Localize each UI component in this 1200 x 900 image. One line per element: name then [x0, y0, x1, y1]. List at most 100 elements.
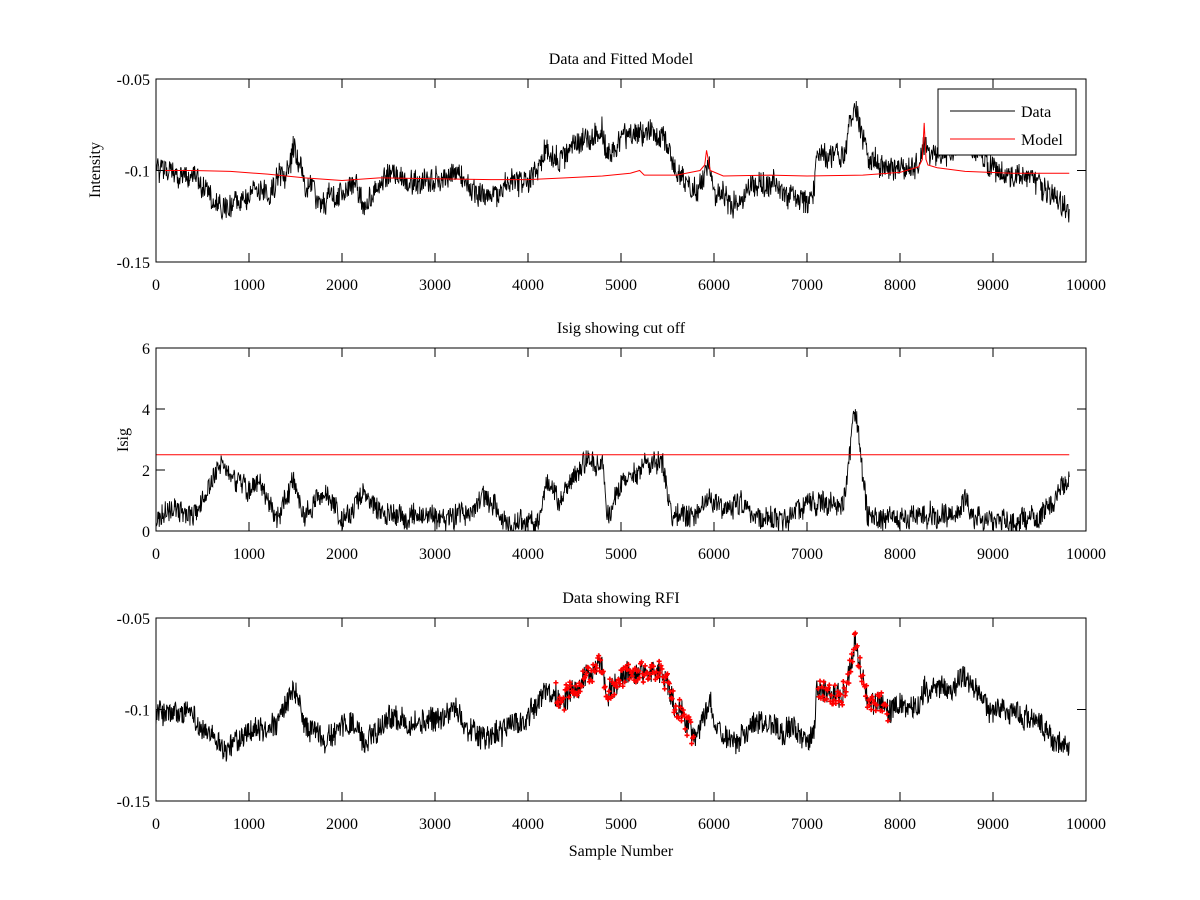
rfi-marker — [840, 678, 846, 684]
rfi-marker — [619, 667, 625, 673]
rfi-marker — [625, 661, 631, 667]
x-tick-label: 2000 — [326, 277, 358, 294]
rfi-marker — [616, 677, 622, 683]
rfi-marker — [653, 669, 659, 675]
x-tick-label: 5000 — [605, 816, 637, 833]
y-tick-label: 2 — [142, 463, 150, 480]
rfi-marker — [827, 698, 833, 704]
rfi-marker — [661, 679, 667, 685]
rfi-marker — [636, 668, 642, 674]
rfi-marker — [566, 694, 572, 700]
rfi-marker — [873, 708, 879, 714]
rfi-marker — [851, 646, 856, 652]
x-tick-label: 9000 — [977, 277, 1009, 294]
x-tick-label: 8000 — [884, 277, 916, 294]
rfi-marker — [815, 686, 821, 692]
rfi-marker — [620, 683, 626, 689]
rfi-marker — [665, 671, 670, 677]
x-tick-label: 10000 — [1066, 277, 1106, 294]
rfi-marker — [860, 672, 866, 678]
x-tick-label: 4000 — [512, 546, 544, 563]
rfi-marker — [833, 700, 839, 706]
legend-label-data: Data — [1021, 104, 1051, 121]
rfi-marker — [885, 718, 891, 724]
series-data-line — [155, 101, 1070, 223]
legend-box — [937, 88, 1077, 156]
rfi-marker — [574, 692, 580, 698]
y-tick-label: 0 — [142, 524, 150, 541]
y-tick-label: -0.05 — [117, 611, 150, 628]
rfi-marker — [847, 657, 853, 663]
legend: Data Model — [937, 88, 1077, 156]
y-axis-label: Intensity — [87, 142, 104, 198]
rfi-marker — [602, 684, 608, 690]
rfi-marker — [658, 663, 664, 669]
rfi-marker — [856, 664, 862, 670]
rfi-marker — [682, 726, 688, 732]
plot-area — [155, 409, 1070, 532]
y-axis-label: Isig — [115, 428, 132, 452]
rfi-marker — [598, 657, 604, 663]
rfi-marker — [839, 702, 845, 708]
rfi-marker — [857, 655, 863, 661]
rfi-marker — [688, 719, 694, 725]
x-tick-label: 6000 — [698, 816, 730, 833]
rfi-marker — [878, 690, 884, 696]
rfi-marker — [628, 670, 634, 676]
x-tick-label: 0 — [152, 816, 160, 833]
rfi-marker — [644, 669, 650, 675]
x-tick-label: 1000 — [233, 277, 265, 294]
rfi-marker — [825, 685, 831, 691]
rfi-marker — [828, 692, 834, 698]
rfi-marker — [883, 703, 889, 709]
x-tick-label: 8000 — [884, 816, 916, 833]
rfi-marker — [686, 714, 692, 720]
rfi-marker — [689, 741, 695, 747]
rfi-marker — [573, 683, 579, 689]
rfi-marker — [626, 676, 632, 682]
x-tick-label: 3000 — [419, 816, 451, 833]
rfi-marker — [623, 664, 629, 670]
rfi-marker — [637, 675, 643, 681]
rfi-marker — [842, 693, 848, 699]
rfi-marker — [680, 707, 686, 713]
rfi-marker — [870, 697, 876, 703]
rfi-marker — [604, 693, 610, 699]
rfi-marker — [580, 668, 586, 674]
rfi-marker — [864, 704, 870, 710]
rfi-marker — [677, 697, 683, 703]
rfi-marker — [850, 659, 856, 665]
axes: 0 1000 2000 3000 4000 5000 6000 7000 8000 9000 100… — [142, 341, 1106, 563]
rfi-marker — [579, 683, 585, 689]
rfi-marker — [838, 699, 844, 705]
rfi-marker — [632, 665, 638, 671]
rfi-marker — [819, 684, 825, 690]
x-tick-label: 5000 — [605, 546, 637, 563]
rfi-marker — [836, 698, 842, 704]
y-tick-label: -0.15 — [117, 255, 150, 272]
rfi-marker — [565, 685, 571, 691]
chart-title: Isig showing cut off — [557, 320, 686, 337]
x-tick-label: 1000 — [233, 546, 265, 563]
rfi-marker — [556, 703, 562, 709]
x-tick-label: 9000 — [977, 546, 1009, 563]
rfi-marker — [826, 682, 832, 688]
rfi-marker — [622, 679, 628, 685]
rfi-marker — [584, 670, 590, 676]
rfi-marker — [864, 683, 870, 689]
rfi-marker — [614, 684, 620, 690]
rfi-marker — [684, 732, 690, 738]
x-tick-label: 10000 — [1066, 816, 1106, 833]
rfi-marker — [629, 673, 635, 679]
rfi-marker — [659, 666, 665, 672]
x-tick-label: 3000 — [419, 546, 451, 563]
x-tick-label: 10000 — [1066, 546, 1106, 563]
rfi-marker — [672, 707, 678, 713]
x-tick-label: 4000 — [512, 277, 544, 294]
rfi-marker — [657, 670, 663, 676]
rfi-marker — [592, 669, 598, 675]
rfi-marker — [874, 702, 880, 708]
legend-label-model: Model — [1021, 132, 1063, 149]
y-tick-label: 6 — [142, 341, 150, 358]
